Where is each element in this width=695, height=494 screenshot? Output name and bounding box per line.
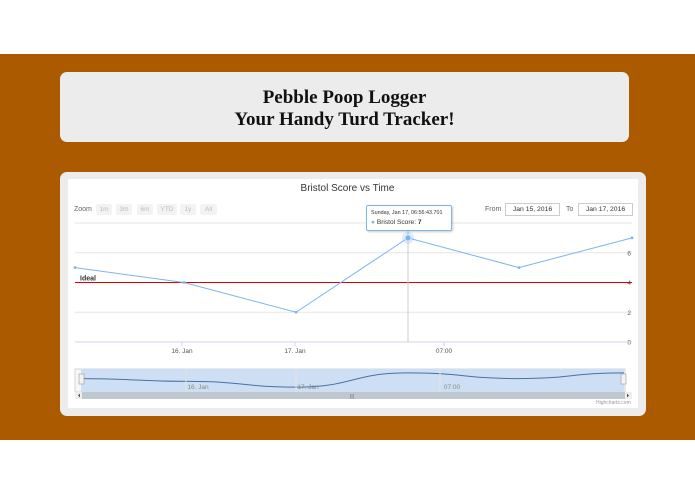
scrollbar-left-arrow-icon [78, 393, 80, 398]
zoom-1m-button[interactable]: 1m [96, 204, 112, 215]
y-tick-label: 6 [627, 250, 631, 257]
navigator-handle-left [78, 373, 85, 385]
zoom-3m-button[interactable]: 3m [116, 204, 132, 215]
data-point [517, 266, 521, 270]
data-point [630, 236, 634, 240]
x-axis-labels: 16. Jan 17. Jan 07:00 [75, 341, 632, 355]
x-tick-label: 16. Jan [171, 348, 193, 355]
navigator-label: 17. Jan [297, 384, 319, 391]
from-date-input[interactable]: Jan 15, 2016 [505, 203, 560, 216]
navigator-series-line [80, 372, 625, 388]
navigator-label: 07:00 [444, 384, 461, 391]
y-tick-label: 2 [627, 310, 631, 317]
to-label: To [566, 206, 574, 213]
x-tick-label: 17. Jan [284, 348, 306, 355]
navigator-label: 16. Jan [187, 384, 209, 391]
series-marker-icon: ● [371, 219, 375, 226]
navigator-handle-right [620, 373, 627, 385]
y-tick-label: 4 [627, 280, 631, 287]
tooltip-value-row: ● Bristol Score: 7 [371, 219, 422, 226]
data-point [73, 266, 77, 270]
zoom-1y-button[interactable]: 1y [180, 204, 196, 215]
data-point [294, 310, 298, 314]
app-title: Pebble Poop Logger [262, 87, 427, 108]
navigator-labels: 16. Jan 17. Jan 07:00 [185, 369, 461, 392]
title-card: Pebble Poop Logger Your Handy Turd Track… [60, 72, 629, 142]
app-subtitle: Your Handy Turd Tracker! [234, 109, 455, 130]
data-point [404, 234, 412, 242]
zoom-6m-button[interactable]: 6m [137, 204, 153, 215]
y-tick-label: 0 [627, 340, 631, 347]
from-label: From [485, 206, 502, 213]
tooltip-value: 7 [417, 219, 422, 226]
data-point-halo [402, 231, 414, 244]
tooltip-series-label: Bristol Score: [376, 219, 417, 226]
tooltip: Sunday, Jan 17, 06:56:43.701 ● Bristol S… [366, 205, 452, 231]
series-points [73, 231, 634, 314]
to-date-input[interactable]: Jan 17, 2016 [578, 203, 633, 216]
chart-title: Bristol Score vs Time [300, 183, 395, 194]
series-line-bristol-score [74, 237, 633, 313]
data-point [182, 281, 186, 284]
highcharts-credit-link[interactable]: Highcharts.com [596, 400, 631, 406]
scrollbar-thumb [82, 392, 625, 399]
x-tick-label: 07:00 [436, 348, 453, 355]
zoom-label: Zoom [74, 206, 92, 213]
scrollbar-grip-icon: ||| [350, 394, 354, 400]
y-axis-labels: 0 2 4 6 [627, 250, 631, 346]
tooltip-date: Sunday, Jan 17, 06:56:43.701 [371, 210, 443, 216]
scrollbar-right-arrow-icon [627, 393, 629, 398]
zoom-all-button[interactable]: All [200, 204, 217, 215]
zoom-ytd-button[interactable]: YTD [157, 204, 177, 215]
ideal-plot-line-label: Ideal [80, 276, 96, 283]
